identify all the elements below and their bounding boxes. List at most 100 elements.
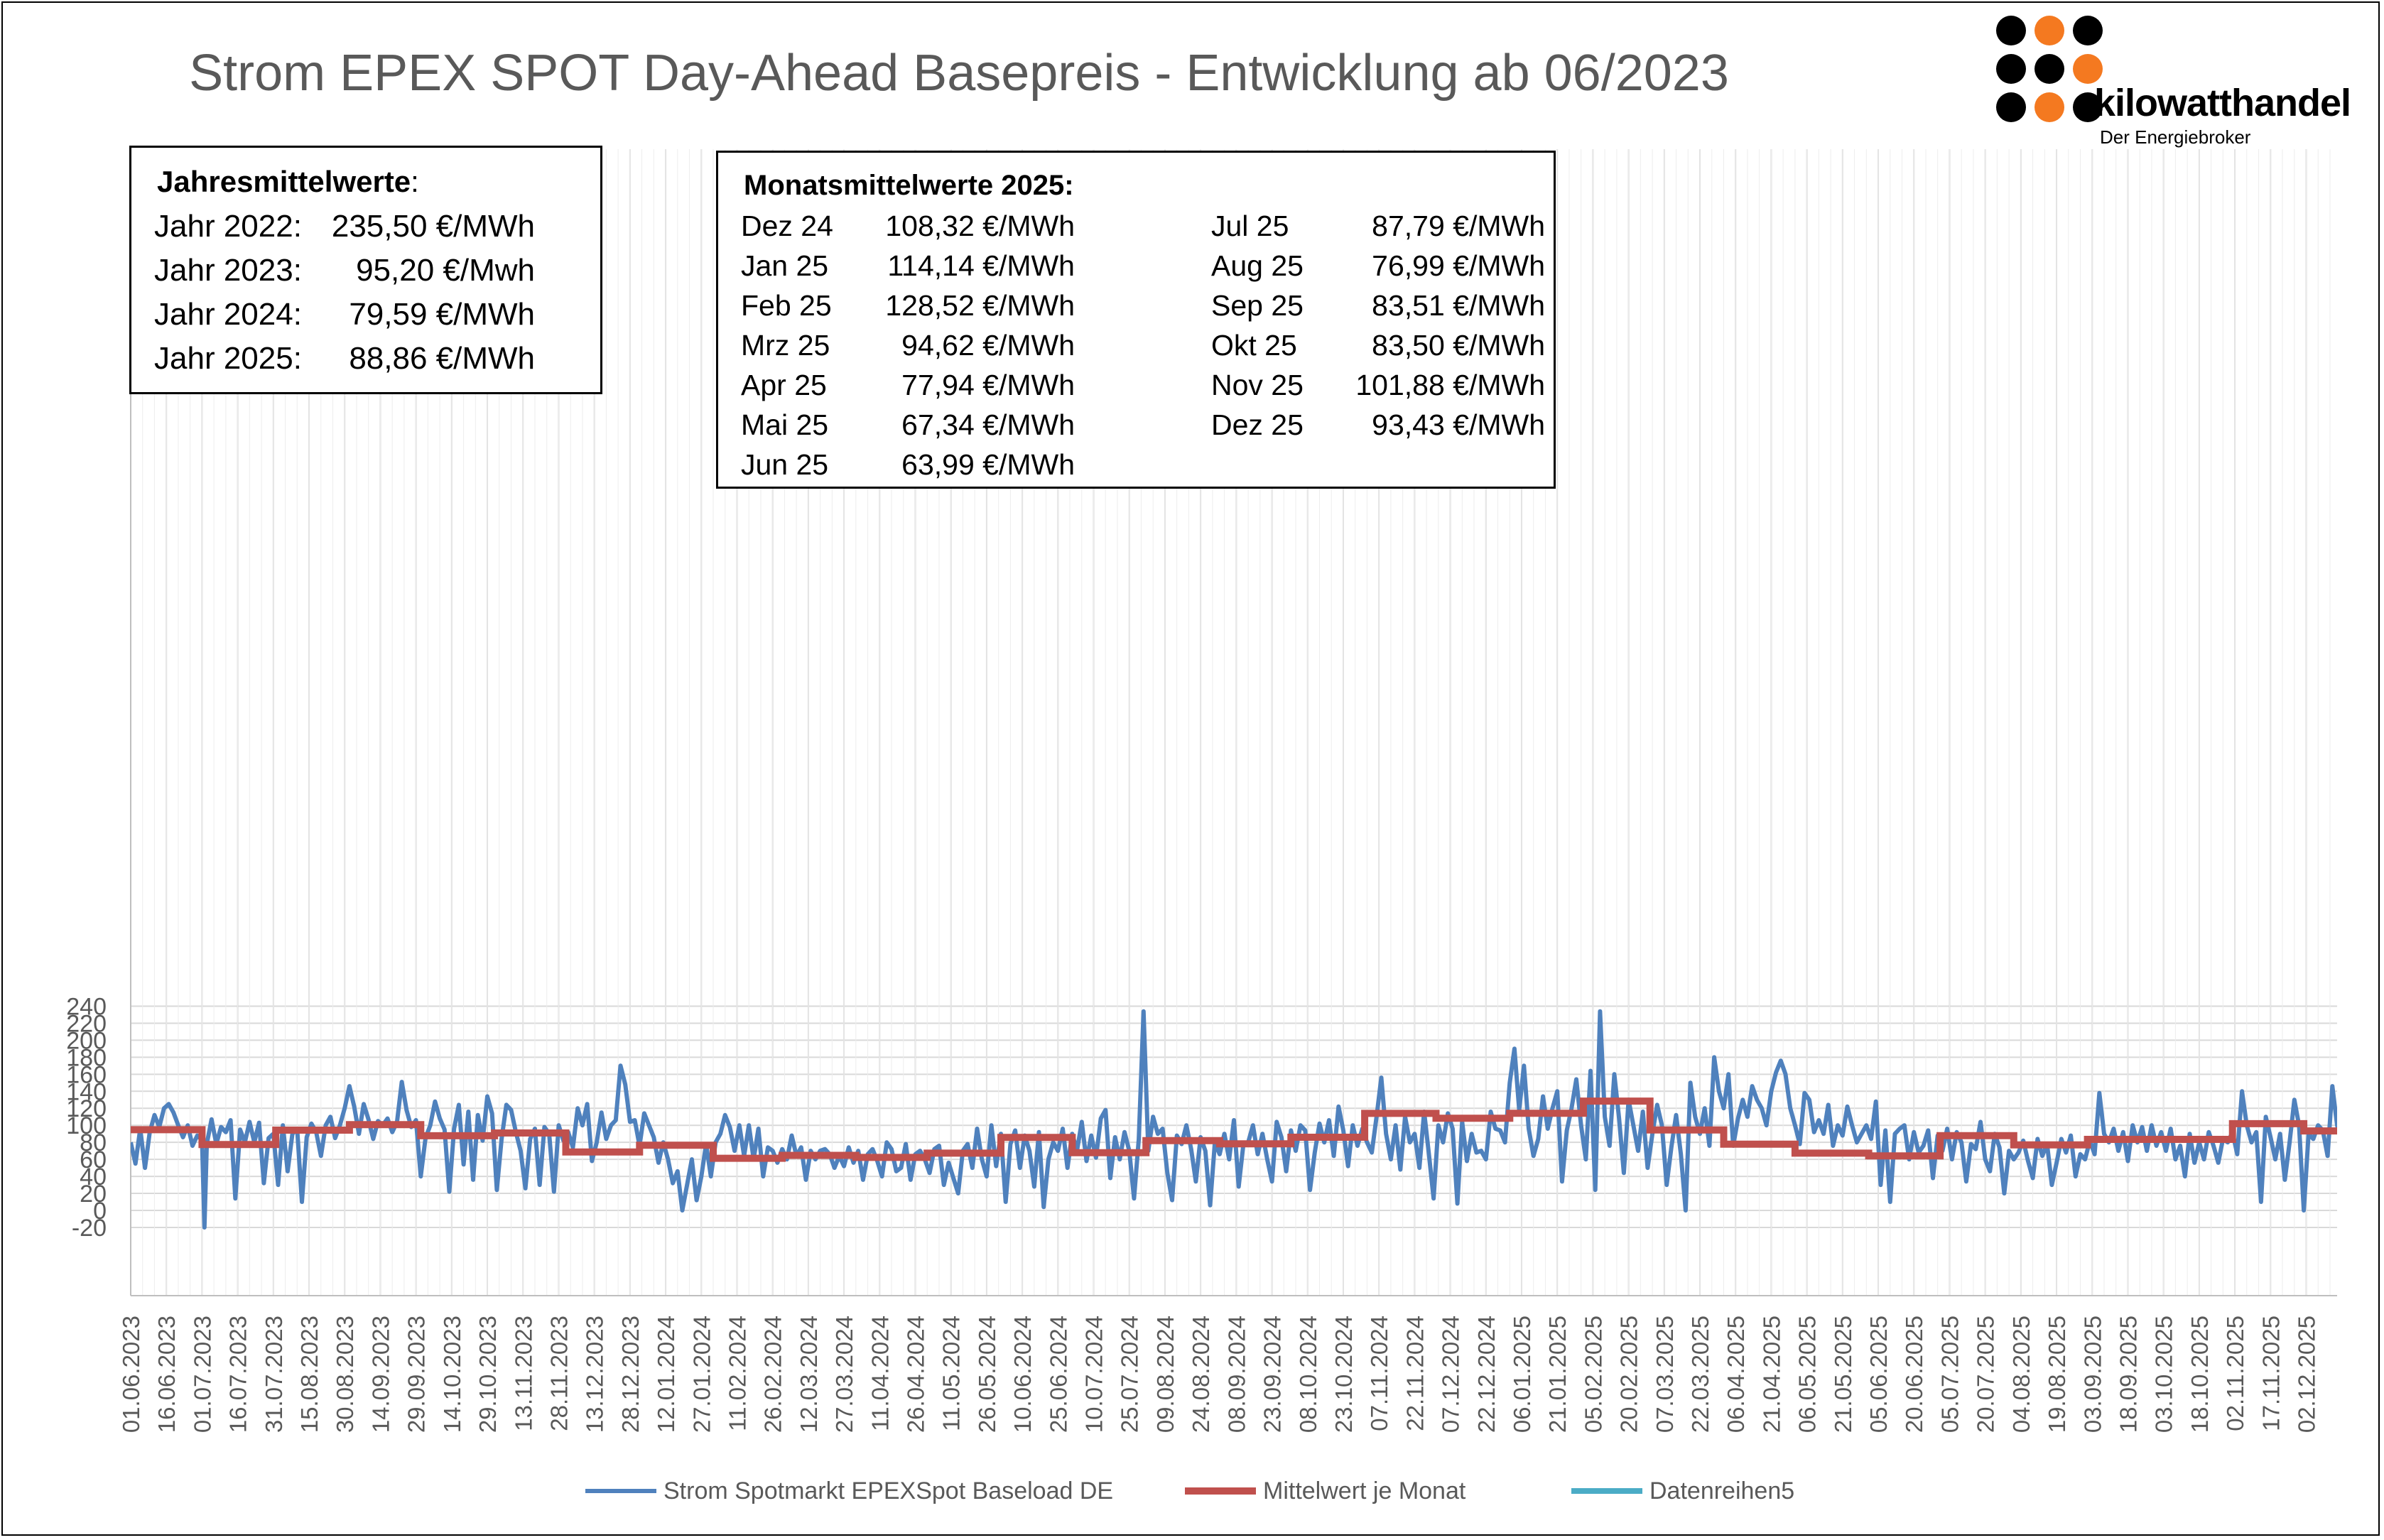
x-tick-label: 09.08.2024 xyxy=(1152,1316,1179,1433)
logo-dot xyxy=(2073,54,2103,84)
month-average-box: Monatsmittelwerte 2025: Dez 24 108,32 €/M… xyxy=(716,151,1556,489)
month-value: 77,94 €/MWh xyxy=(901,369,1075,401)
x-tick-label: 14.09.2023 xyxy=(367,1316,394,1433)
month-box-title: Monatsmittelwerte 2025: xyxy=(744,170,1074,201)
legend-label: Mittelwert je Monat xyxy=(1263,1477,1466,1504)
logo-dot xyxy=(2073,16,2103,45)
x-tick-label: 06.05.2025 xyxy=(1794,1316,1821,1433)
y-tick-label: 80 xyxy=(80,1129,107,1156)
x-tick-label: 28.11.2023 xyxy=(546,1316,572,1431)
x-tick-label: 03.09.2025 xyxy=(2079,1316,2106,1433)
x-tick-label: 16.07.2023 xyxy=(225,1316,251,1433)
y-tick-label: 60 xyxy=(80,1146,107,1173)
x-tick-label: 05.06.2025 xyxy=(1865,1316,1892,1433)
x-tick-label: 16.06.2023 xyxy=(153,1316,180,1433)
x-tick-label: 12.03.2024 xyxy=(796,1316,822,1433)
year-row: Jahr 2024: 79,59 €/MWh xyxy=(154,297,535,332)
legend-swatch xyxy=(1571,1488,1642,1494)
legend-label: Datenreihen5 xyxy=(1649,1477,1795,1504)
month-value: 76,99 €/MWh xyxy=(1372,249,1545,282)
x-tick-label: 13.11.2023 xyxy=(510,1316,536,1431)
month-row: Feb 25 128,52 €/MWh xyxy=(741,289,1075,322)
month-row: Jan 25 114,14 €/MWh xyxy=(741,249,1075,283)
y-tick-label: 200 xyxy=(66,1027,107,1054)
month-label: Dez 25 xyxy=(1211,408,1304,441)
y-tick-label: 220 xyxy=(66,1010,107,1037)
x-tick-label: 03.10.2025 xyxy=(2151,1316,2177,1433)
x-tick-label: 24.08.2024 xyxy=(1188,1316,1214,1433)
y-tick-label: 140 xyxy=(66,1078,107,1105)
month-value: 63,99 €/MWh xyxy=(901,448,1075,481)
logo-tagline: Der Energiebroker xyxy=(2100,126,2251,148)
x-tick-label: 23.10.2024 xyxy=(1331,1316,1357,1433)
year-row: Jahr 2022: 235,50 €/MWh xyxy=(154,209,535,244)
x-tick-label: 07.11.2024 xyxy=(1366,1316,1392,1431)
month-value: 93,43 €/MWh xyxy=(1372,408,1545,441)
x-tick-label: 26.02.2024 xyxy=(760,1316,786,1433)
x-tick-label: 10.07.2024 xyxy=(1081,1316,1107,1433)
logo-dot xyxy=(1996,54,2026,84)
x-tick-label: 21.04.2025 xyxy=(1758,1316,1784,1433)
logo-name: kilowatthandel xyxy=(2094,82,2351,124)
month-row: Mrz 25 94,62 €/MWh xyxy=(741,329,1075,362)
x-tick-label: 27.03.2024 xyxy=(831,1316,857,1433)
year-box-title-suffix: : xyxy=(411,165,419,198)
monthly-average-line xyxy=(131,1097,2337,1162)
month-row: Apr 25 77,94 €/MWh xyxy=(741,369,1075,402)
x-tick-label: 18.10.2025 xyxy=(2187,1316,2213,1433)
x-tick-label: 28.12.2023 xyxy=(617,1316,644,1433)
year-average-box: Jahresmittelwerte: Jahr 2022: 235,50 €/MW… xyxy=(129,146,602,394)
x-tick-label: 14.10.2023 xyxy=(439,1316,465,1433)
x-tick-label: 05.07.2025 xyxy=(1936,1316,1963,1433)
logo-dot xyxy=(2034,54,2064,84)
x-tick-label: 31.07.2023 xyxy=(261,1316,287,1433)
x-tick-label: 05.02.2025 xyxy=(1580,1316,1606,1433)
x-tick-label: 30.08.2023 xyxy=(332,1316,358,1433)
month-label: Dez 24 xyxy=(741,210,833,242)
month-value: 101,88 €/MWh xyxy=(1355,369,1545,401)
x-tick-label: 07.12.2024 xyxy=(1438,1316,1464,1433)
month-label: Mai 25 xyxy=(741,408,829,441)
legend-entry[interactable]: Datenreihen5 xyxy=(1571,1473,1794,1509)
year-row: Jahr 2023: 95,20 €/Mwh xyxy=(154,253,535,288)
month-value: 114,14 €/MWh xyxy=(887,249,1075,282)
x-tick-label: 04.08.2025 xyxy=(2008,1316,2034,1433)
logo-dot xyxy=(1996,92,2026,122)
year-value: 79,59 €/MWh xyxy=(349,297,535,332)
x-tick-label: 22.12.2024 xyxy=(1473,1316,1500,1433)
month-label: Jan 25 xyxy=(741,249,829,282)
month-label: Aug 25 xyxy=(1211,249,1304,282)
year-box-title: Jahresmittelwerte: xyxy=(157,165,419,199)
x-tick-label: 22.11.2024 xyxy=(1402,1316,1428,1431)
y-tick-label: 40 xyxy=(80,1164,107,1191)
x-tick-label: 20.06.2025 xyxy=(1901,1316,1927,1433)
x-tick-label: 29.09.2023 xyxy=(403,1316,430,1433)
x-tick-label: 20.07.2025 xyxy=(1973,1316,1999,1433)
y-tick-label: 180 xyxy=(66,1044,107,1071)
month-row: Jun 25 63,99 €/MWh xyxy=(741,448,1075,482)
month-value: 87,79 €/MWh xyxy=(1372,210,1545,242)
x-tick-label: 06.01.2025 xyxy=(1509,1316,1535,1433)
x-tick-label: 27.01.2024 xyxy=(688,1316,715,1433)
month-label: Apr 25 xyxy=(741,369,827,401)
month-row: Nov 25 101,88 €/MWh xyxy=(1211,369,1545,402)
year-box-title-text: Jahresmittelwerte xyxy=(157,165,411,198)
x-tick-label: 22.03.2025 xyxy=(1687,1316,1713,1433)
y-tick-label: 0 xyxy=(93,1198,107,1225)
month-row: Sep 25 83,51 €/MWh xyxy=(1211,289,1545,322)
y-tick-label: 120 xyxy=(66,1095,107,1122)
logo-dot xyxy=(2034,92,2064,122)
month-label: Jul 25 xyxy=(1211,210,1289,242)
x-tick-label: 06.04.2025 xyxy=(1723,1316,1749,1433)
month-value: 83,51 €/MWh xyxy=(1372,289,1545,322)
year-label: Jahr 2024: xyxy=(154,297,302,332)
x-tick-label: 10.06.2024 xyxy=(1009,1316,1036,1433)
y-tick-label: -20 xyxy=(72,1215,107,1242)
legend-entry[interactable]: Mittelwert je Monat xyxy=(1185,1473,1465,1509)
month-row: Mai 25 67,34 €/MWh xyxy=(741,408,1075,442)
legend-entry[interactable]: Strom Spotmarkt EPEXSpot Baseload DE xyxy=(585,1473,1113,1509)
x-tick-label: 15.08.2023 xyxy=(296,1316,323,1433)
x-tick-label: 25.06.2024 xyxy=(1045,1316,1071,1433)
legend-label: Strom Spotmarkt EPEXSpot Baseload DE xyxy=(663,1477,1114,1504)
x-tick-label: 01.07.2023 xyxy=(189,1316,215,1433)
